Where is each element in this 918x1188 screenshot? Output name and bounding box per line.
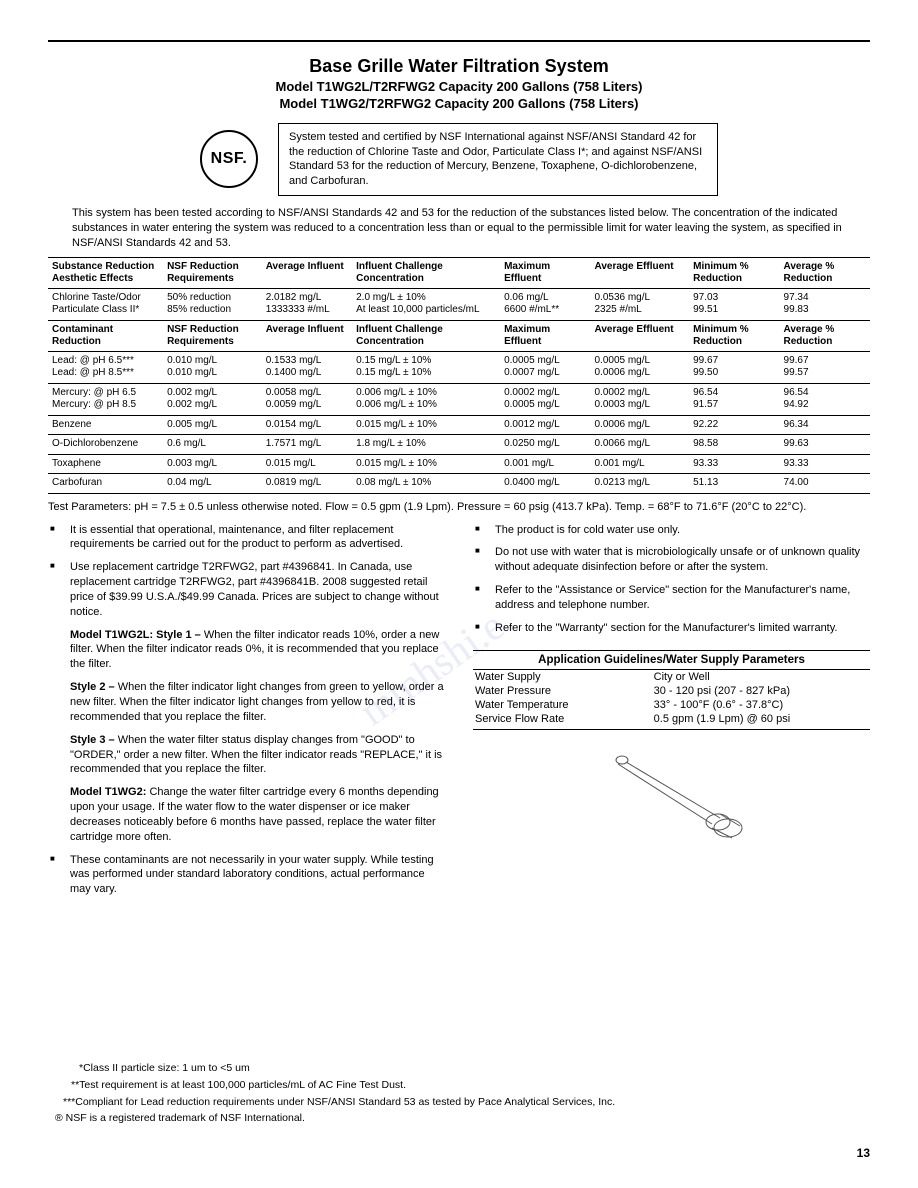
intro-paragraph: This system has been tested according to… (72, 206, 870, 251)
indent-paragraph: Style 3 – When the water filter status d… (48, 733, 445, 778)
col-header: Minimum % Reduction (689, 320, 779, 351)
page-title: Base Grille Water Filtration System (48, 56, 870, 77)
model-line-1: Model T1WG2L/T2RFWG2 Capacity 200 Gallon… (48, 79, 870, 96)
col-header: Maximum Effluent (500, 320, 590, 351)
footnote: **Test requirement is at least 100,000 p… (55, 1078, 615, 1094)
col-header: Minimum % Reduction (689, 257, 779, 288)
list-item: Use replacement cartridge T2RFWG2, part … (48, 560, 445, 619)
filter-cartridge-illustration (473, 738, 870, 851)
page-number: 13 (857, 1146, 870, 1160)
table-row: Mercury: @ pH 6.5Mercury: @ pH 8.50.002 … (48, 383, 870, 415)
aesthetic-table: Substance Reduction Aesthetic EffectsNSF… (48, 257, 870, 494)
table-row: Benzene0.005 mg/L0.0154 mg/L0.015 mg/L ±… (48, 415, 870, 435)
app-guide-table: Water SupplyCity or WellWater Pressure30… (473, 670, 870, 726)
col-header: Average Influent (262, 257, 352, 288)
page-header: Base Grille Water Filtration System Mode… (48, 56, 870, 113)
indent-paragraph: Model T1WG2: Change the water filter car… (48, 785, 445, 844)
col-header: Influent Challenge Concentration (352, 320, 500, 351)
col-header: Average % Reduction (780, 320, 870, 351)
list-item: It is essential that operational, mainte… (48, 523, 445, 553)
certification-row: NSF. System tested and certified by NSF … (48, 123, 870, 196)
two-column-body: It is essential that operational, mainte… (48, 523, 870, 906)
nsf-logo-icon: NSF. (200, 130, 258, 188)
table-row: O-Dichlorobenzene0.6 mg/L1.7571 mg/L1.8 … (48, 435, 870, 455)
col-header: Average Influent (262, 320, 352, 351)
footnotes: *Class II particle size: 1 um to <5 um**… (55, 1061, 615, 1128)
list-item: The product is for cold water use only. (473, 523, 870, 538)
table-row: Toxaphene0.003 mg/L0.015 mg/L0.015 mg/L … (48, 454, 870, 474)
list-item: Refer to the "Warranty" section for the … (473, 621, 870, 636)
indent-paragraph: Model T1WG2L: Style 1 – When the filter … (48, 628, 445, 673)
list-item: Do not use with water that is microbiolo… (473, 545, 870, 575)
right-column: The product is for cold water use only. D… (473, 523, 870, 906)
list-item: Refer to the "Assistance or Service" sec… (473, 583, 870, 613)
test-parameters: Test Parameters: pH = 7.5 ± 0.5 unless o… (48, 500, 870, 515)
right-bullets: The product is for cold water use only. D… (473, 523, 870, 636)
col-header: Average % Reduction (780, 257, 870, 288)
table-row: Water Temperature33° - 100°F (0.6° - 37.… (473, 698, 870, 712)
col-header: Average Effluent (590, 320, 689, 351)
table-row: Carbofuran0.04 mg/L0.0819 mg/L0.08 mg/L … (48, 474, 870, 494)
left-column: It is essential that operational, mainte… (48, 523, 445, 906)
footnote: *Class II particle size: 1 um to <5 um (55, 1061, 615, 1077)
table-row: Water SupplyCity or Well (473, 670, 870, 684)
model-line-2: Model T1WG2/T2RFWG2 Capacity 200 Gallons… (48, 96, 870, 113)
col-header: Average Effluent (590, 257, 689, 288)
col-header: Contaminant Reduction (48, 320, 163, 351)
footnote: ® NSF is a registered trademark of NSF I… (55, 1111, 615, 1127)
left-bullets-2: These contaminants are not necessarily i… (48, 853, 445, 898)
col-header: Influent Challenge Concentration (352, 257, 500, 288)
table-row: Service Flow Rate0.5 gpm (1.9 Lpm) @ 60 … (473, 712, 870, 726)
cert-text: System tested and certified by NSF Inter… (278, 123, 718, 196)
table-row: Water Pressure30 - 120 psi (207 - 827 kP… (473, 684, 870, 698)
col-header: Substance Reduction Aesthetic Effects (48, 257, 163, 288)
table-row: Chlorine Taste/OdorParticulate Class II*… (48, 288, 870, 320)
col-header: NSF Reduction Requirements (163, 320, 262, 351)
top-rule (48, 40, 870, 42)
left-bullets: It is essential that operational, mainte… (48, 523, 445, 620)
indent-paragraph: Style 2 – When the filter indicator ligh… (48, 680, 445, 725)
col-header: NSF Reduction Requirements (163, 257, 262, 288)
col-header: Maximum Effluent (500, 257, 590, 288)
application-guidelines: Application Guidelines/Water Supply Para… (473, 650, 870, 730)
list-item: These contaminants are not necessarily i… (48, 853, 445, 898)
footnote: ***Compliant for Lead reduction requirem… (55, 1095, 615, 1111)
table-row: Lead: @ pH 6.5***Lead: @ pH 8.5***0.010 … (48, 351, 870, 383)
app-guide-title: Application Guidelines/Water Supply Para… (473, 650, 870, 670)
